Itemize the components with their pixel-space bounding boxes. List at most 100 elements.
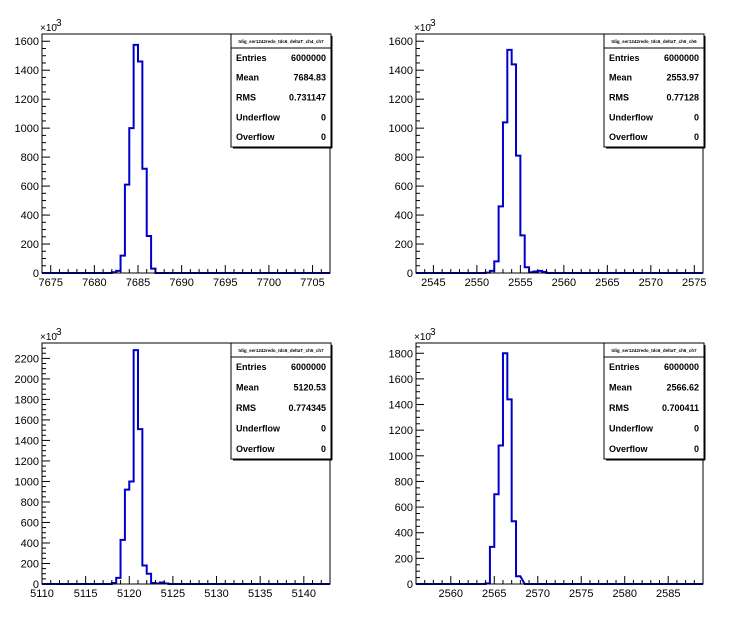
x-tick-label: 5130 bbox=[204, 588, 228, 600]
x-tick-label: 7690 bbox=[169, 277, 193, 289]
y-tick-label: 1200 bbox=[389, 94, 413, 106]
x-tick-label: 2585 bbox=[656, 588, 680, 600]
x-tick-label: 2570 bbox=[639, 277, 663, 289]
stats-value: 6000000 bbox=[291, 362, 326, 372]
stats-value: 0.77128 bbox=[666, 93, 699, 103]
y-tick-label: 400 bbox=[21, 210, 39, 222]
y-tick-label: 400 bbox=[395, 210, 413, 222]
stats-value: 0 bbox=[321, 132, 326, 142]
y-tick-label: 200 bbox=[21, 239, 39, 251]
histogram-line bbox=[42, 349, 330, 585]
x-tick-label: 7675 bbox=[38, 277, 62, 289]
histogram-panel-3: 5110 5115 5120 5125 5130 5135 5140 0 200 400 600 80… bbox=[15, 327, 333, 600]
stats-box: tdig_ser1242redo_tdc6_deltaT_ch4_ch7 Entr… bbox=[230, 33, 333, 149]
stats-box-frame bbox=[603, 33, 705, 148]
stats-value: 2553.97 bbox=[666, 73, 699, 83]
x-tick-label: 5120 bbox=[117, 588, 141, 600]
y-tick-label: 1400 bbox=[15, 65, 39, 77]
x-tick-label: 5115 bbox=[74, 588, 98, 600]
stats-label: Overflow bbox=[236, 444, 276, 454]
stats-value: 0 bbox=[694, 112, 699, 122]
stats-title: tdig_ser1242redo_tdc6_deltaT_ch6_ch7 bbox=[611, 348, 697, 353]
stats-value: 0.774345 bbox=[288, 403, 326, 413]
y-tick-label: 1000 bbox=[15, 123, 39, 135]
x-tick-label: 2575 bbox=[682, 277, 706, 289]
y-tick-label: 0 bbox=[33, 579, 39, 591]
y-tick-label: 1000 bbox=[389, 451, 413, 463]
y-tick-label: 1600 bbox=[389, 374, 413, 386]
stats-value: 2566.62 bbox=[666, 383, 699, 393]
histogram-line bbox=[42, 43, 330, 274]
plot-frame bbox=[415, 33, 704, 274]
stats-value: 0 bbox=[321, 423, 326, 433]
stats-title: tdig_ser1242redo_tdc6_deltaT_ch4_ch7 bbox=[238, 39, 324, 44]
stats-box: tdig_ser1242redo_tdc6_deltaT_ch5_ch7 Entr… bbox=[230, 342, 333, 461]
y-exponent-label: ×10 bbox=[40, 332, 57, 343]
x-tick-label: 2550 bbox=[465, 277, 489, 289]
y-tick-label: 1200 bbox=[15, 456, 39, 468]
y-tick-label: 200 bbox=[21, 558, 39, 570]
stats-label: Underflow bbox=[609, 423, 654, 433]
plot-frame bbox=[41, 33, 331, 274]
y-exponent-power: 3 bbox=[56, 18, 62, 29]
x-tick-label: 2565 bbox=[482, 588, 506, 600]
stats-label: Mean bbox=[609, 383, 632, 393]
y-tick-label: 200 bbox=[395, 239, 413, 251]
stats-label: Underflow bbox=[236, 112, 281, 122]
x-tick-label: 7685 bbox=[126, 277, 150, 289]
stats-label: Entries bbox=[236, 53, 267, 63]
stats-label: Entries bbox=[236, 362, 267, 372]
stats-label: Overflow bbox=[609, 132, 649, 142]
stats-value: 0 bbox=[321, 112, 326, 122]
stats-box: tdig_ser1242redo_tdc6_deltaT_ch6_ch7 Entr… bbox=[603, 342, 706, 461]
stats-value: 0 bbox=[694, 132, 699, 142]
stats-label: Underflow bbox=[236, 423, 281, 433]
stats-label: Mean bbox=[236, 73, 259, 83]
stats-label: Entries bbox=[609, 362, 640, 372]
y-tick-label: 1600 bbox=[389, 36, 413, 48]
y-tick-label: 600 bbox=[21, 517, 39, 529]
y-tick-label: 800 bbox=[395, 152, 413, 164]
y-tick-label: 0 bbox=[407, 579, 413, 591]
x-tick-label: 7680 bbox=[82, 277, 106, 289]
stats-label: RMS bbox=[236, 93, 256, 103]
stats-value: 6000000 bbox=[291, 53, 326, 63]
y-exponent-power: 3 bbox=[430, 327, 436, 338]
y-tick-label: 400 bbox=[21, 538, 39, 550]
y-exponent-label: ×10 bbox=[414, 332, 431, 343]
x-tick-label: 7705 bbox=[300, 277, 324, 289]
stats-label: Entries bbox=[609, 53, 640, 63]
y-tick-label: 600 bbox=[395, 502, 413, 514]
stats-label: Mean bbox=[609, 73, 632, 83]
x-tick-label: 5110 bbox=[30, 588, 54, 600]
y-tick-label: 1200 bbox=[389, 425, 413, 437]
stats-box: tdig_ser1242redo_tdc6_deltaT_ch5_ch6 Entr… bbox=[603, 33, 706, 149]
x-tick-label: 2560 bbox=[552, 277, 576, 289]
stats-value: 0 bbox=[694, 444, 699, 454]
stats-label: Mean bbox=[236, 383, 259, 393]
stats-label: Underflow bbox=[609, 112, 654, 122]
y-tick-label: 1800 bbox=[15, 394, 39, 406]
x-tick-label: 2555 bbox=[508, 277, 532, 289]
x-tick-label: 7695 bbox=[213, 277, 237, 289]
histogram-panel-4: 2560 2565 2570 2575 2580 2585 0 200 400 600 800 100… bbox=[389, 327, 706, 600]
stats-box-frame bbox=[230, 33, 332, 148]
stats-value: 7684.83 bbox=[293, 73, 326, 83]
x-tick-label: 2560 bbox=[439, 588, 463, 600]
y-tick-label: 1000 bbox=[389, 123, 413, 135]
y-tick-label: 400 bbox=[395, 528, 413, 540]
stats-value: 0.731147 bbox=[289, 93, 326, 103]
y-exponent-power: 3 bbox=[430, 18, 436, 29]
x-tick-label: 5140 bbox=[292, 588, 316, 600]
y-tick-label: 1400 bbox=[389, 400, 413, 412]
x-tick-label: 2570 bbox=[526, 588, 550, 600]
y-tick-label: 1200 bbox=[15, 94, 39, 106]
y-tick-label: 800 bbox=[21, 497, 39, 509]
stats-label: RMS bbox=[236, 403, 256, 413]
histogram-panel-1: 7675 7680 7685 7690 7695 7700 7705 0 200 400 600 80… bbox=[15, 18, 333, 289]
stats-title: tdig_ser1242redo_tdc6_deltaT_ch5_ch7 bbox=[238, 348, 324, 353]
stats-label: RMS bbox=[609, 93, 629, 103]
stats-box-frame bbox=[603, 342, 705, 460]
y-tick-label: 2000 bbox=[15, 374, 39, 386]
